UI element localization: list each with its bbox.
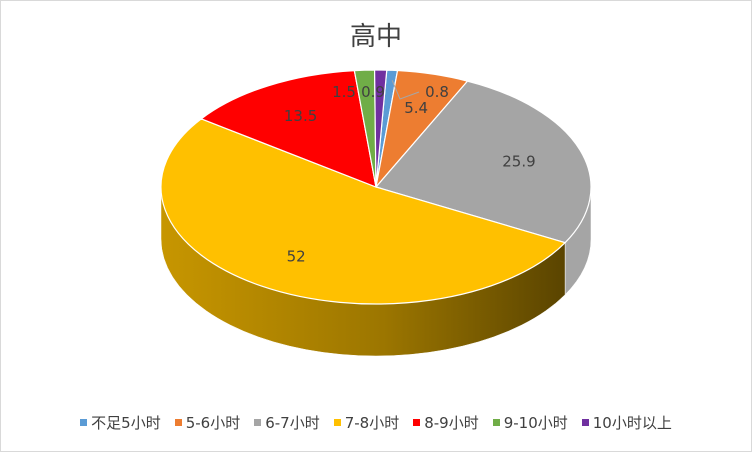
chart-title: 高中 [349, 22, 402, 52]
legend-label: 8-9小时 [424, 414, 479, 432]
pie-slice-4 [200, 69, 377, 188]
legend-item: 不足5小时 [80, 412, 161, 433]
legend-item: 10小时以上 [581, 412, 672, 433]
data-label-4: 13.5 [284, 107, 317, 125]
legend-item: 8-9小时 [413, 412, 479, 433]
legend-item: 7-8小时 [333, 412, 400, 433]
data-label-3: 52 [287, 247, 306, 265]
legend-label: 5-6小时 [185, 414, 241, 432]
leader-line [391, 80, 420, 100]
legend-swatch [333, 419, 341, 426]
legend-swatch [174, 419, 182, 426]
data-label-6: 0.9 [361, 83, 385, 101]
legend-label: 6-7小时 [265, 414, 320, 432]
legend-swatch [413, 419, 421, 426]
legend-label: 10小时以上 [592, 414, 672, 432]
legend-swatch [492, 419, 500, 426]
legend-label: 不足5小时 [91, 414, 161, 432]
legend: 不足5小时 5-6小时 6-7小时 7-8小时 8-9小时 9-10小时 10小时以上 [0, 412, 752, 433]
legend-label: 9-10小时 [503, 414, 568, 432]
legend-label: 7-8小时 [344, 414, 400, 432]
data-label-5: 1.5 [332, 83, 356, 101]
pie-slice-6 [373, 69, 388, 188]
legend-item: 5-6小时 [174, 412, 241, 433]
legend-swatch [80, 419, 88, 426]
data-label-2: 25.9 [502, 152, 535, 170]
data-label-1: 5.4 [404, 99, 428, 117]
legend-item: 9-10小时 [492, 412, 568, 433]
legend-item: 6-7小时 [254, 412, 320, 433]
data-label-0: 0.8 [425, 83, 449, 101]
legend-swatch [581, 419, 589, 426]
pie-slice-3 [160, 118, 567, 305]
legend-swatch [254, 419, 262, 426]
